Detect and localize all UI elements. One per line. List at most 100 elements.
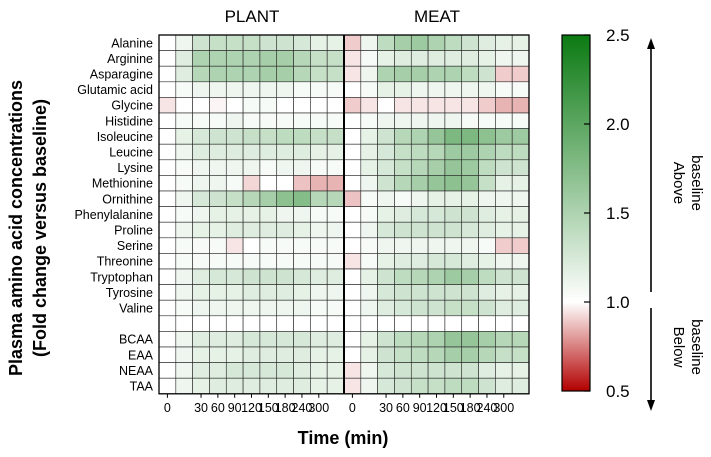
heatmap-cell: [259, 143, 278, 161]
heatmap-cell: [276, 221, 294, 239]
heatmap-cell: [343, 362, 362, 379]
heatmap-cell: [158, 206, 177, 223]
heatmap-cell: [360, 315, 378, 332]
heatmap-cell: [326, 97, 345, 114]
heatmap-cell: [377, 34, 395, 51]
heatmap-cell: [175, 331, 193, 348]
heatmap-cell: [326, 253, 345, 270]
heatmap-cell: [175, 190, 193, 207]
heatmap-cell: [158, 253, 177, 270]
heatmap-cell: [158, 97, 177, 114]
heatmap-cell: [377, 143, 395, 161]
x-tick-label: 120: [241, 401, 262, 415]
heatmap-cell: [511, 143, 530, 161]
heatmap-cell: [209, 253, 227, 270]
heatmap-cell: [326, 81, 345, 98]
heatmap-cell: [293, 112, 311, 129]
heatmap-cell: [192, 159, 210, 176]
heatmap-cell: [360, 362, 378, 379]
heatmap-cell: [225, 175, 244, 192]
heatmap-cell: [478, 206, 496, 223]
heatmap-cell: [175, 143, 193, 161]
heatmap-cell: [444, 50, 463, 67]
heatmap-cell: [410, 128, 429, 145]
x-tick-label: 150: [443, 401, 464, 415]
heatmap-cell: [175, 299, 193, 317]
heatmap-cell: [225, 65, 244, 83]
heatmap-cell: [326, 159, 345, 176]
heatmap-cell: [225, 315, 244, 332]
row-label-valine: Valine: [119, 302, 153, 316]
heatmap-cell: [444, 346, 463, 363]
row-label-proline: Proline: [114, 224, 153, 238]
heatmap-cell: [192, 253, 210, 270]
heatmap-cell: [495, 97, 513, 114]
heatmap-cell: [276, 97, 294, 114]
heatmap-cell: [377, 50, 395, 67]
heatmap-cell: [511, 97, 530, 114]
heatmap-cell: [276, 331, 294, 348]
heatmap-cell: [427, 362, 446, 379]
heatmap-cell: [360, 284, 378, 301]
heatmap-cell: [209, 331, 227, 348]
heatmap-cell: [495, 315, 513, 332]
heatmap-cell: [293, 221, 311, 239]
heatmap-cell: [495, 377, 513, 395]
heatmap-cell: [225, 237, 244, 254]
heatmap-cell: [175, 237, 193, 254]
heatmap-cell: [410, 190, 429, 207]
heatmap-cell: [158, 65, 177, 83]
heatmap-cell: [495, 362, 513, 379]
heatmap-cell: [242, 81, 261, 98]
heatmap-cell: [293, 159, 311, 176]
colorbar-tick-label: 1.0: [606, 293, 630, 312]
heatmap-cell: [276, 50, 294, 67]
heatmap-cell: [276, 128, 294, 145]
heatmap-cell: [511, 315, 530, 332]
heatmap-cell: [511, 112, 530, 129]
heatmap-cell: [461, 34, 479, 51]
heatmap-cell: [444, 190, 463, 207]
heatmap-cell: [242, 315, 261, 332]
heatmap-cell: [209, 143, 227, 161]
heatmap-cell: [326, 315, 345, 332]
heatmap-cell: [293, 331, 311, 348]
heatmap-cell: [192, 128, 210, 145]
heatmap-cell: [511, 175, 530, 192]
heatmap-cell: [377, 346, 395, 363]
colorbar-tick-label: 2.5: [606, 26, 630, 45]
heatmap-cell: [427, 34, 446, 51]
heatmap-cell: [259, 97, 278, 114]
heatmap-cell: [511, 65, 530, 83]
heatmap-cell: [242, 299, 261, 317]
heatmap-cell: [225, 377, 244, 395]
heatmap-cell: [326, 65, 345, 83]
row-label-alanine: Alanine: [111, 36, 153, 50]
heatmap-cell: [377, 112, 395, 129]
heatmap-cell: [410, 253, 429, 270]
x-tick-label: 60: [396, 401, 410, 415]
heatmap-cell: [343, 50, 362, 67]
heatmap-cell: [293, 190, 311, 207]
heatmap-cell: [343, 65, 362, 83]
heatmap-cell: [427, 65, 446, 83]
heatmap-cell: [158, 315, 177, 332]
heatmap-cell: [209, 65, 227, 83]
heatmap-cell: [293, 346, 311, 363]
heatmap-cell: [360, 34, 378, 51]
heatmap-cell: [461, 346, 479, 363]
heatmap-cell: [276, 175, 294, 192]
heatmap-cell: [343, 268, 362, 285]
heatmap-cell: [310, 331, 328, 348]
heatmap-cell: [410, 315, 429, 332]
heatmap-cell: [242, 237, 261, 254]
heatmap-cell: [360, 377, 378, 395]
heatmap-cell: [175, 315, 193, 332]
heatmap-cell: [461, 221, 479, 239]
heatmap-cell: [259, 50, 278, 67]
heatmap-cell: [343, 190, 362, 207]
heatmap-cell: [225, 159, 244, 176]
heatmap-cell: [444, 175, 463, 192]
heatmap-cell: [427, 143, 446, 161]
heatmap-cell: [343, 34, 362, 51]
